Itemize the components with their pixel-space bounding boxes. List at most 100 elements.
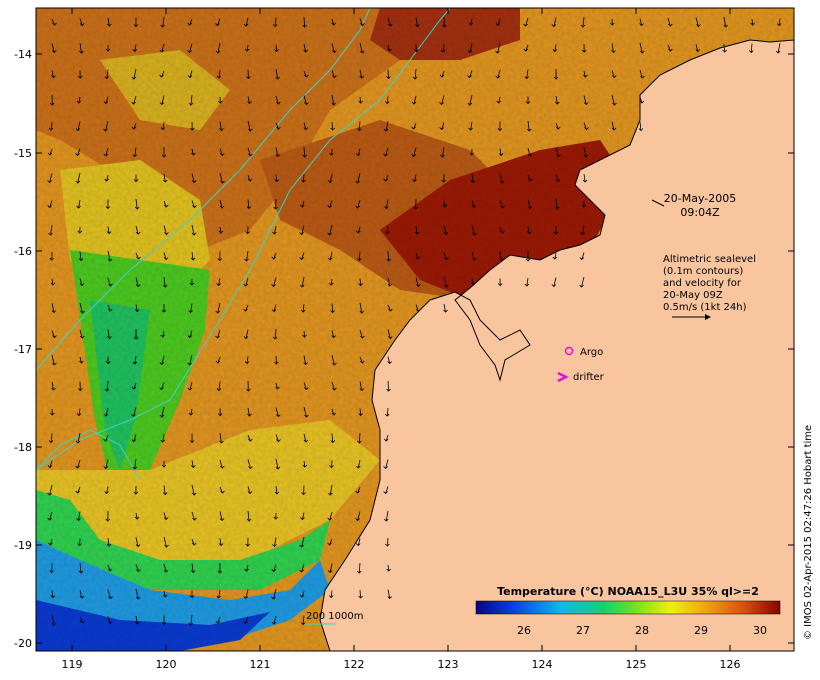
velocity-arrow-head <box>302 334 307 338</box>
velocity-arrow <box>51 330 55 338</box>
colorbar-tick-label: 28 <box>635 624 649 637</box>
velocity-arrow-head <box>579 257 585 261</box>
timestamp-date: 20-May-2005 <box>664 192 736 205</box>
velocity-arrow-head <box>495 75 501 79</box>
velocity-arrow-head <box>80 620 85 624</box>
colorbar-title: Temperature (°C) NOAA15_L3U 35% ql>=2 <box>497 585 759 598</box>
velocity-arrow <box>161 43 165 53</box>
velocity-arrow <box>275 458 279 470</box>
velocity-arrow-head <box>75 440 81 444</box>
velocity-arrow <box>415 252 419 260</box>
velocity-arrow <box>583 95 587 105</box>
velocity-arrow-head <box>385 543 390 547</box>
velocity-arrow-head <box>610 22 615 26</box>
lon-tick-label: 119 <box>62 658 83 671</box>
velocity-arrow <box>583 70 586 78</box>
velocity-arrow <box>135 225 139 235</box>
velocity-arrow <box>415 17 418 27</box>
velocity-arrow-head <box>302 24 307 28</box>
velocity-arrow-head <box>750 22 755 26</box>
velocity-arrow-head <box>584 127 589 131</box>
velocity-arrow <box>133 95 137 105</box>
velocity-arrow-head <box>416 284 421 288</box>
velocity-arrow <box>329 251 333 261</box>
velocity-arrow-head <box>527 231 532 235</box>
argo-label: Argo <box>580 347 603 358</box>
velocity-arrow-head <box>271 309 277 313</box>
velocity-arrow-head <box>218 100 223 104</box>
velocity-arrow-head <box>299 232 304 236</box>
velocity-arrow <box>301 225 305 235</box>
velocity-arrow <box>527 174 531 182</box>
velocity-arrow <box>386 407 389 417</box>
velocity-arrow <box>218 381 221 391</box>
velocity-arrow-head <box>188 310 193 314</box>
velocity-arrow-head <box>135 544 141 548</box>
velocity-arrow-head <box>327 542 332 546</box>
velocity-arrow <box>161 382 165 390</box>
lon-tick: 122 <box>344 8 365 671</box>
velocity-arrow <box>247 510 250 522</box>
velocity-arrow <box>79 302 83 314</box>
velocity-arrow-head <box>219 128 224 132</box>
velocity-arrow-head <box>79 283 85 287</box>
velocity-arrow-head <box>107 308 113 312</box>
velocity-arrow-head <box>216 595 221 599</box>
velocity-arrow-head <box>329 152 334 156</box>
velocity-arrow-head <box>668 23 673 27</box>
velocity-arrow-head <box>413 206 418 210</box>
velocity-arrow-head <box>243 596 249 600</box>
velocity-arrow-head <box>639 100 645 104</box>
velocity-arrow <box>441 95 445 105</box>
velocity-arrow <box>303 95 307 105</box>
velocity-arrow <box>163 512 167 520</box>
velocity-arrow-head <box>218 230 224 234</box>
velocity-arrow-head <box>50 595 56 599</box>
velocity-arrow-head <box>76 205 81 209</box>
velocity-arrow-head <box>243 336 249 340</box>
velocity-arrow <box>387 380 389 392</box>
velocity-arrow-head <box>299 257 304 261</box>
velocity-arrow <box>413 147 417 157</box>
velocity-arrow <box>329 538 333 546</box>
velocity-arrow <box>553 17 557 27</box>
velocity-arrow <box>190 408 193 416</box>
velocity-arrow-head <box>412 76 418 80</box>
velocity-arrow <box>359 589 361 599</box>
velocity-arrow <box>583 173 586 183</box>
lat-tick-label: -20 <box>14 637 32 650</box>
velocity-arrow <box>385 486 389 494</box>
velocity-arrow-head <box>302 464 308 468</box>
velocity-arrow <box>498 96 501 104</box>
velocity-arrow <box>357 511 361 521</box>
colorbar-tick-label: 27 <box>576 624 590 637</box>
velocity-arrow <box>386 96 389 104</box>
velocity-arrow <box>581 252 585 260</box>
velocity-arrow <box>191 511 195 521</box>
velocity-arrow-head <box>304 387 309 391</box>
velocity-arrow-head <box>189 282 195 286</box>
velocity-arrow-head <box>50 282 56 286</box>
velocity-arrow-head <box>131 76 137 80</box>
velocity-arrow <box>135 588 139 600</box>
drifter-label: drifter <box>573 372 605 383</box>
velocity-arrow <box>162 122 165 130</box>
velocity-arrow <box>471 278 474 286</box>
velocity-arrow <box>79 589 83 599</box>
velocity-arrow <box>49 200 53 208</box>
velocity-arrow-head <box>328 595 334 599</box>
velocity-arrow-head <box>52 335 57 339</box>
velocity-arrow-head <box>131 101 136 105</box>
velocity-arrow-head <box>75 490 80 494</box>
velocity-arrow <box>51 43 55 53</box>
velocity-arrow <box>385 434 389 442</box>
velocity-arrow <box>667 17 671 27</box>
velocity-arrow <box>497 69 501 79</box>
velocity-arrow <box>275 434 279 442</box>
altimetry-line: and velocity for <box>663 278 742 289</box>
velocity-arrow-head <box>414 231 420 235</box>
velocity-arrow-head <box>388 308 393 312</box>
velocity-arrow-head <box>439 102 444 106</box>
velocity-arrow <box>667 44 671 52</box>
velocity-arrow <box>219 121 222 131</box>
